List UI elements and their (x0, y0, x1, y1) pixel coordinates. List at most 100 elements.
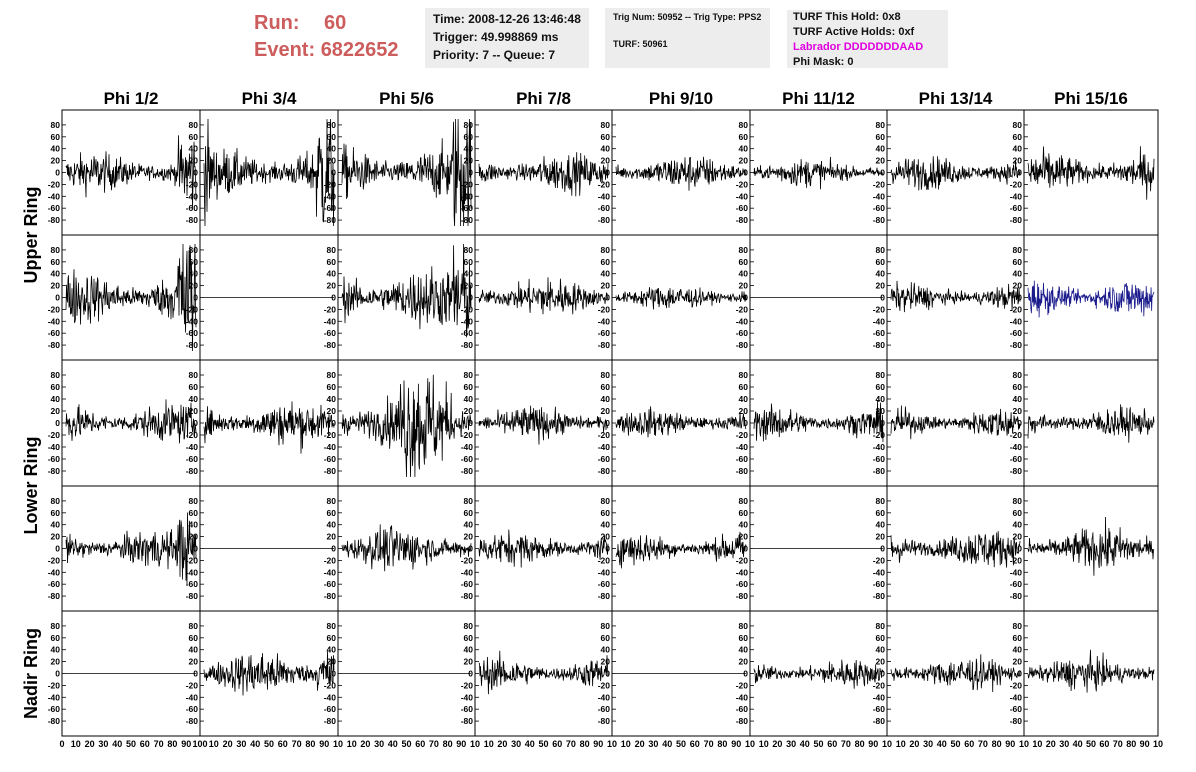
y-tick-label: -80 (873, 591, 886, 601)
y-tick-label: -60 (1010, 328, 1023, 338)
y-tick-label: 20 (51, 281, 61, 291)
x-tick-label: 90 (1140, 739, 1150, 749)
x-tick-label: 60 (964, 739, 974, 749)
y-tick-label: 40 (327, 269, 337, 279)
y-tick-label: 40 (189, 269, 199, 279)
y-tick-label: -40 (461, 316, 474, 326)
y-tick-label: -40 (324, 191, 337, 201)
y-tick-label: -80 (186, 340, 199, 350)
y-tick-label: -20 (48, 430, 61, 440)
y-tick-label: 80 (1013, 370, 1023, 380)
y-tick-label: -20 (1010, 430, 1023, 440)
y-tick-label: -40 (598, 316, 611, 326)
y-tick-label: -40 (48, 567, 61, 577)
x-tick-label: 10 (896, 739, 906, 749)
y-tick-label: -20 (48, 304, 61, 314)
y-tick-label: -40 (1010, 442, 1023, 452)
y-tick-label: -20 (186, 304, 199, 314)
y-tick-label: 40 (464, 520, 474, 530)
y-tick-label: -40 (873, 191, 886, 201)
x-tick-label: 70 (841, 739, 851, 749)
y-tick-label: -20 (48, 680, 61, 690)
x-tick-label: 30 (648, 739, 658, 749)
x-tick-label: 60 (690, 739, 700, 749)
y-tick-label: -20 (324, 555, 337, 565)
run-event-block: Run: 60 Event: 6822652 (254, 10, 399, 64)
y-tick-label: 20 (601, 156, 611, 166)
y-tick-label: 0 (193, 168, 198, 178)
y-tick-label: -60 (461, 704, 474, 714)
y-tick-label: 40 (876, 645, 886, 655)
y-tick-label: -80 (1010, 340, 1023, 350)
x-tick-label: 20 (909, 739, 919, 749)
x-tick-label: 90 (319, 739, 329, 749)
y-tick-label: -20 (186, 555, 199, 565)
y-tick-label: 40 (601, 394, 611, 404)
y-tick-label: 80 (1013, 245, 1023, 255)
y-tick-label: -80 (186, 215, 199, 225)
y-tick-label: 80 (739, 245, 749, 255)
y-tick-label: 0 (55, 669, 60, 679)
y-tick-label: -40 (186, 316, 199, 326)
y-tick-label: -20 (873, 304, 886, 314)
y-tick-label: 20 (876, 657, 886, 667)
x-tick-label: 50 (126, 739, 136, 749)
trig-num-text: Trig Num: 50952 -- Trig Type: PPS2 (613, 12, 762, 22)
y-tick-label: -20 (48, 179, 61, 189)
y-tick-label: -20 (324, 179, 337, 189)
y-tick-label: 40 (601, 144, 611, 154)
y-tick-label: 80 (189, 120, 199, 130)
x-tick-label: 80 (305, 739, 315, 749)
y-tick-label: 0 (468, 669, 473, 679)
y-tick-label: 40 (739, 394, 749, 404)
y-tick-label: 80 (601, 496, 611, 506)
x-tick-label: 10 (882, 739, 892, 749)
y-tick-label: 0 (880, 669, 885, 679)
y-tick-label: 80 (601, 621, 611, 631)
y-tick-label: 20 (327, 657, 337, 667)
y-tick-label: 40 (876, 394, 886, 404)
x-tick-label: 40 (388, 739, 398, 749)
y-tick-label: -80 (598, 591, 611, 601)
waveform-trace (1027, 280, 1155, 318)
y-tick-label: 60 (51, 382, 61, 392)
y-tick-label: -60 (1010, 203, 1023, 213)
y-tick-label: 80 (51, 370, 61, 380)
y-tick-label: 40 (189, 144, 199, 154)
priority-text: Priority: 7 -- Queue: 7 (433, 48, 556, 62)
y-tick-label: -80 (461, 716, 474, 726)
x-tick-label: 60 (415, 739, 425, 749)
y-tick-label: 80 (51, 245, 61, 255)
x-tick-label: 30 (98, 739, 108, 749)
y-tick-label: -20 (324, 430, 337, 440)
x-tick-label: 70 (978, 739, 988, 749)
y-tick-label: 60 (51, 257, 61, 267)
y-tick-label: 80 (601, 120, 611, 130)
y-tick-label: -20 (324, 680, 337, 690)
y-tick-label: 60 (1013, 508, 1023, 518)
y-tick-label: 0 (193, 293, 198, 303)
waveform-trace (615, 287, 747, 310)
y-tick-label: 60 (876, 633, 886, 643)
y-tick-label: 20 (464, 406, 474, 416)
y-tick-label: 40 (1013, 520, 1023, 530)
y-tick-label: -80 (598, 466, 611, 476)
y-tick-label: -20 (598, 555, 611, 565)
x-tick-label: 10 (745, 739, 755, 749)
y-tick-label: -40 (873, 567, 886, 577)
ring-label: Lower Ring (21, 437, 41, 535)
y-tick-label: 80 (1013, 621, 1023, 631)
y-tick-label: 60 (189, 508, 199, 518)
y-tick-label: 60 (189, 633, 199, 643)
y-tick-label: -40 (48, 692, 61, 702)
y-tick-label: 80 (327, 245, 337, 255)
y-tick-label: -80 (598, 716, 611, 726)
y-tick-label: 60 (327, 633, 337, 643)
y-tick-label: -80 (461, 466, 474, 476)
